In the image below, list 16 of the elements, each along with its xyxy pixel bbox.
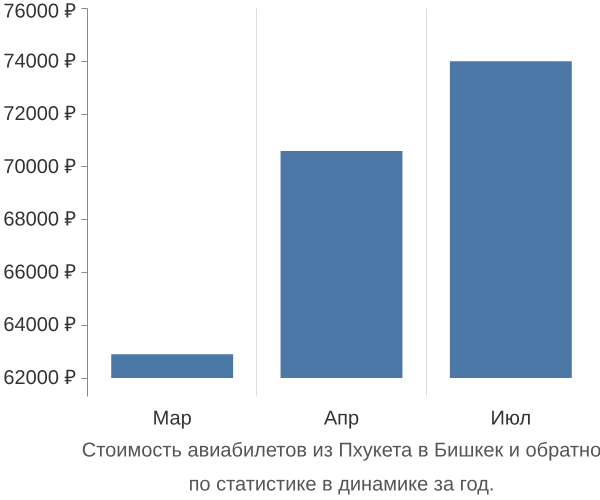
- y-tick-label: 74000 ₽: [3, 50, 76, 72]
- bar: [111, 354, 234, 378]
- bar: [450, 61, 572, 378]
- x-tick-label: Мар: [152, 408, 192, 430]
- y-tick-label: 76000 ₽: [3, 0, 76, 22]
- x-tick-label: Июл: [490, 408, 532, 430]
- y-tick-label: 66000 ₽: [3, 261, 76, 284]
- text: Стоимость авиабилетов из Пхукета в Бишкек и обратно: [82, 440, 600, 462]
- y-tick-label: 64000 ₽: [3, 314, 76, 336]
- y-tick-label: 72000 ₽: [3, 103, 76, 126]
- x-tick-label: Апр: [324, 408, 360, 430]
- y-tick-label: 70000 ₽: [3, 156, 76, 178]
- y-tick-label: 68000 ₽: [3, 208, 76, 231]
- bar: [280, 151, 402, 378]
- text: по статистике в динамике за год.: [188, 474, 494, 496]
- y-tick-label: 62000 ₽: [3, 367, 76, 390]
